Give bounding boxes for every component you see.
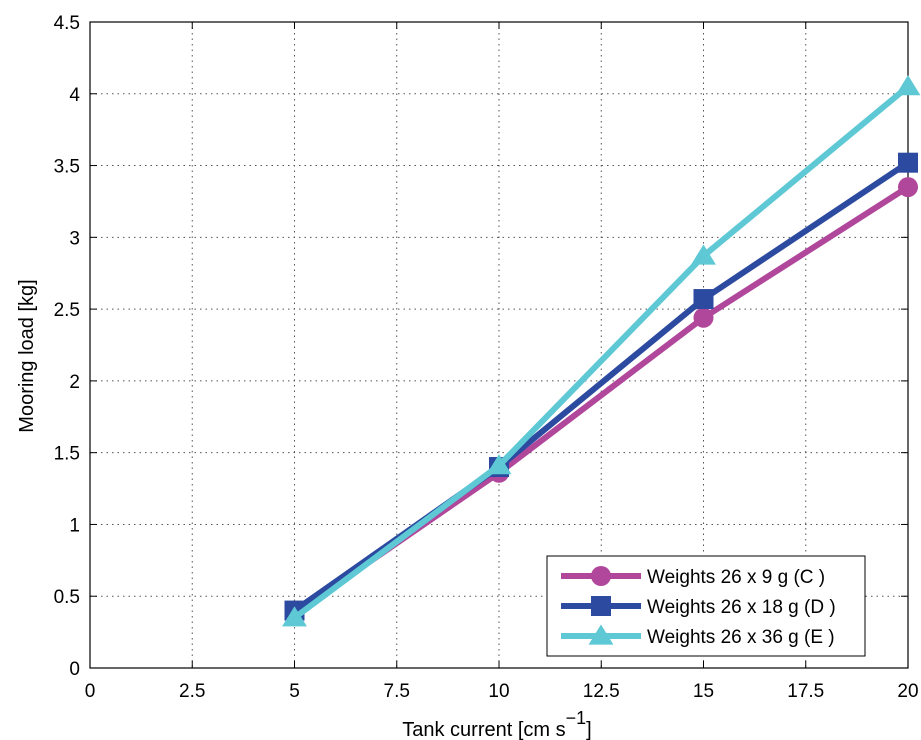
y-tick-label: 2.5	[54, 300, 80, 321]
y-tick-label: 1.5	[54, 444, 80, 465]
legend-swatch-marker	[588, 624, 614, 645]
series-3	[282, 75, 921, 627]
legend-label: Weights 26 x 9 g (C )	[647, 567, 825, 588]
data-point	[693, 289, 714, 310]
axis-ticks: 0 2.5 5 7.5 10 12.5 15 17.5 20 0 0.5 1 1.5 2 2.5 3 3.5 4 4…	[54, 13, 919, 702]
data-point	[282, 606, 307, 627]
y-tick-label: 3	[69, 228, 80, 249]
x-axis-label-main: Tank current [cm s	[402, 719, 565, 740]
series-line	[292, 160, 910, 614]
x-axis-label-superscript: −1	[566, 708, 587, 728]
legend-item: Weights 26 x 18 g (D )	[561, 596, 836, 618]
legend-label: Weights 26 x 18 g (D )	[647, 597, 836, 618]
y-tick-label: 4	[69, 85, 80, 106]
y-tick-label: 0	[69, 659, 80, 680]
data-point	[898, 152, 918, 173]
x-tick-label: 17.5	[787, 681, 824, 702]
data-point	[895, 75, 921, 96]
y-tick-label: 4.5	[54, 13, 80, 34]
legend-item: Weights 26 x 36 g (E )	[561, 624, 835, 648]
data-point	[693, 307, 714, 328]
data-point	[898, 177, 918, 198]
legend-items: Weights 26 x 9 g (C ) Weights 26 x 18 g (…	[561, 566, 836, 648]
series-line	[292, 84, 910, 621]
legend-swatch-marker	[591, 596, 611, 616]
y-tick-label: 1	[69, 515, 80, 536]
x-tick-label: 15	[693, 681, 714, 702]
legend-swatch-marker	[591, 566, 611, 586]
data-point	[691, 244, 716, 265]
x-tick-label: 7.5	[384, 681, 410, 702]
y-tick-label: 3.5	[54, 157, 80, 178]
series-group	[282, 75, 921, 627]
y-tick-label: 0.5	[54, 587, 80, 608]
data-point	[486, 454, 512, 475]
legend-label: Weights 26 x 36 g (E )	[647, 627, 835, 648]
y-axis-label: Mooring load [kg]	[16, 279, 38, 432]
legend: Weights 26 x 9 g (C ) Weights 26 x 18 g (…	[546, 555, 866, 657]
x-tick-label: 0	[85, 681, 96, 702]
x-axis-label-close: ]	[586, 719, 592, 740]
x-tick-label: 20	[897, 681, 918, 702]
legend-item: Weights 26 x 9 g (C )	[561, 566, 825, 588]
x-tick-label: 12.5	[583, 681, 620, 702]
x-tick-label: 10	[488, 681, 509, 702]
x-tick-label: 5	[289, 681, 300, 702]
x-tick-label: 2.5	[179, 681, 205, 702]
x-axis-label: Tank current [cm s−1]	[402, 708, 591, 740]
y-tick-label: 2	[69, 372, 80, 393]
